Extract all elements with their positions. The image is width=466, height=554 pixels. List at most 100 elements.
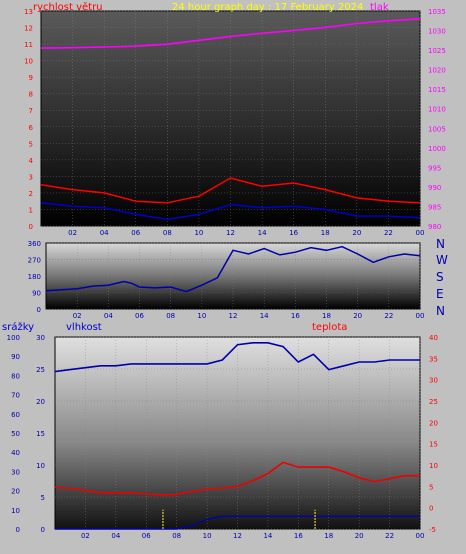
pressure-tick-label: 990: [428, 184, 441, 192]
humidity-line: [54, 341, 420, 373]
pressure-tick-label: 1015: [428, 86, 446, 94]
wind-speed-tick-label: 2: [29, 190, 33, 198]
pressure-line: [40, 18, 421, 49]
wind-speed-tick-label: 12: [24, 25, 33, 33]
pressure-tick-label: 1005: [428, 125, 446, 133]
panel2-gridlines: [46, 242, 421, 310]
panel3-x-tick-label: 12: [233, 532, 242, 540]
panel3-x-tick-label: 06: [142, 532, 151, 540]
rain-tick-label: 10: [36, 462, 45, 470]
panel1-plot-area: [40, 10, 421, 227]
wind-speed-tick-label: 8: [29, 91, 33, 99]
wind-speed-tick-label: 3: [29, 173, 33, 181]
pressure-tick-label: 1035: [428, 8, 446, 16]
humidity-tick-label: 30: [11, 468, 20, 476]
panel3-series: [54, 341, 420, 530]
panel1-x-tick-label: 12: [226, 229, 235, 237]
humidity-tick-label: 40: [11, 449, 20, 457]
gust-line: [40, 177, 421, 204]
humidity-tick-label: 10: [11, 507, 20, 515]
panel2-x-tick-label: 10: [197, 312, 206, 320]
temperature-tick-label: 10: [429, 462, 438, 470]
pressure-tick-label: 980: [428, 223, 441, 231]
wind-speed-line: [40, 202, 421, 221]
panel3-x-tick-label: 14: [263, 532, 272, 540]
wind-speed-tick-label: 10: [24, 58, 33, 66]
panel1-x-tick-label: 00: [416, 229, 425, 237]
temperature-tick-label: 35: [429, 355, 438, 363]
panel2-x-tick-label: 02: [73, 312, 82, 320]
panel3-x-tick-label: 22: [385, 532, 394, 540]
panel3-x-tick-label: 02: [81, 532, 90, 540]
panel2-x-tick-label: 00: [416, 312, 425, 320]
direction-tick-label: 90: [32, 290, 41, 298]
humidity-tick-label: 20: [11, 488, 20, 496]
wind-speed-tick-label: 13: [24, 8, 33, 16]
panel3-gridlines: [55, 336, 421, 530]
panel3-x-tick-label: 04: [111, 532, 120, 540]
rain-tick-label: 5: [41, 494, 45, 502]
humidity-tick-label: 50: [11, 430, 20, 438]
panel1-x-tick-label: 04: [100, 229, 109, 237]
rain-tick-label: 0: [41, 526, 45, 534]
panel2-x-tick-label: 12: [229, 312, 238, 320]
compass-letter-n-bottom: N: [436, 304, 445, 318]
humidity-tick-label: 0: [16, 526, 20, 534]
panel2-x-tick-label: 18: [322, 312, 331, 320]
rain-line: [55, 515, 420, 530]
panel2-x-tick-label: 14: [260, 312, 269, 320]
pressure-tick-label: 1030: [428, 28, 446, 36]
pressure-tick-label: 985: [428, 203, 441, 211]
temperature-tick-label: 15: [429, 441, 438, 449]
direction-tick-label: 270: [28, 257, 41, 265]
direction-tick-label: 0: [37, 306, 41, 314]
temperature-tick-label: 5: [429, 483, 433, 491]
humidity-tick-label: 80: [11, 372, 20, 380]
panel2-x-tick-label: 06: [135, 312, 144, 320]
pressure-tick-label: 1020: [428, 67, 446, 75]
panel1-x-tick-label: 18: [321, 229, 330, 237]
panel3-x-tick-label: 10: [203, 532, 212, 540]
humidity-tick-label: 70: [11, 392, 20, 400]
direction-tick-label: 360: [28, 240, 41, 248]
panel3-x-tick-label: 20: [355, 532, 364, 540]
panel2-x-tick-label: 20: [353, 312, 362, 320]
temperature-tick-label: 40: [429, 334, 438, 342]
panel1-x-tick-label: 14: [258, 229, 267, 237]
panel1-tick-labels: 02 04 06 08 10 12 14 16 18 20 22 000123456789101112…: [24, 8, 446, 237]
humidity-tick-label: 100: [7, 334, 20, 342]
compass-letter-n-top: N: [436, 237, 445, 251]
pressure-label: tlak: [370, 2, 389, 13]
temperature-tick-label: 30: [429, 377, 438, 385]
pressure-tick-label: 1000: [428, 145, 446, 153]
wind-speed-tick-label: 0: [29, 223, 33, 231]
compass-letter-w: W: [436, 253, 448, 267]
panel1-x-tick-label: 20: [352, 229, 361, 237]
wind-speed-tick-label: 7: [29, 107, 33, 115]
panel1-series: [40, 18, 421, 221]
compass-letter-s: S: [436, 270, 444, 284]
temperature-tick-label: 25: [429, 398, 438, 406]
panel1-x-tick-label: 08: [163, 229, 172, 237]
rain-tick-label: 25: [36, 366, 45, 374]
rain-label: srážky: [2, 321, 34, 333]
rain-tick-label: 30: [36, 334, 45, 342]
temperature-tick-label: 20: [429, 419, 438, 427]
wind-speed-tick-label: 6: [29, 124, 34, 132]
panel2-x-tick-label: 08: [166, 312, 175, 320]
wind-speed-label: rychlost větru: [33, 1, 103, 13]
humidity-tick-label: 90: [11, 353, 20, 361]
wind-speed-tick-label: 9: [29, 74, 33, 82]
humidity-label: vlhkost: [66, 322, 102, 333]
wind-direction-line: [45, 245, 421, 293]
wind-speed-tick-label: 4: [29, 157, 34, 165]
wind-speed-tick-label: 1: [29, 206, 33, 214]
panel1-gridlines: [41, 10, 421, 227]
pressure-tick-label: 995: [428, 164, 441, 172]
wind-speed-tick-label: 11: [24, 41, 33, 49]
panel1-x-tick-label: 10: [194, 229, 203, 237]
pressure-tick-label: 1025: [428, 47, 446, 55]
panel3-x-tick-label: 00: [416, 532, 425, 540]
